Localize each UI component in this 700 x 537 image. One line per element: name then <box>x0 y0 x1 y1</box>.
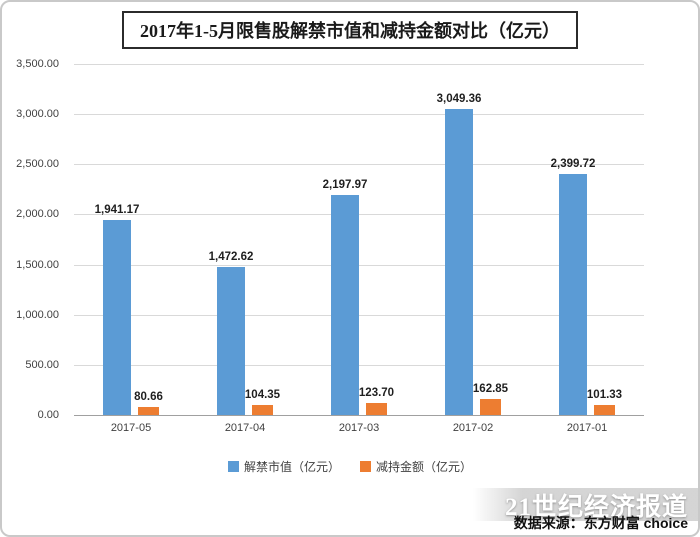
bar-group-2017-01: 2,399.72 101.33 <box>530 64 644 415</box>
x-tick-label: 2017-04 <box>224 422 266 434</box>
legend-swatch-icon <box>360 461 371 472</box>
bar-reduction-amount-2017-04 <box>252 404 273 415</box>
gridline <box>74 314 644 316</box>
bar-unlock-market-value-2017-05 <box>103 220 131 415</box>
bar-wrap: 2,399.72 <box>551 64 595 415</box>
bar-group-2017-02: 3,049.36 162.85 <box>416 64 530 415</box>
bar-reduction-amount-2017-01 <box>594 404 615 415</box>
gridline <box>74 364 644 366</box>
bar-unlock-market-value-2017-01 <box>559 174 587 415</box>
gridline <box>74 214 644 216</box>
y-tick-label: 1,000.00 <box>16 308 59 321</box>
bar-value-label: 101.33 <box>586 388 623 401</box>
bar-unlock-market-value-2017-04 <box>217 267 245 415</box>
gridline <box>74 114 644 116</box>
bar-reduction-amount-2017-03 <box>366 402 387 415</box>
y-tick-label: 3,500.00 <box>16 58 59 70</box>
x-tick-label: 2017-01 <box>566 422 608 434</box>
gridline <box>74 164 644 166</box>
x-tick-label: 2017-03 <box>338 422 380 434</box>
bar-value-label: 1,472.62 <box>208 251 254 264</box>
legend: 解禁市值（亿元） 减持金额（亿元） <box>2 458 698 475</box>
x-tick-label: 2017-05 <box>110 422 152 434</box>
legend-label: 解禁市值（亿元） <box>243 460 340 474</box>
plot-area: 1,941.17 80.66 1,472.62 104.35 2,197.97 123.7… <box>74 64 644 416</box>
data-source: 数据来源：东方财富 choice <box>513 515 688 531</box>
legend-item-unlock-market-value: 解禁市值（亿元） <box>227 458 340 475</box>
bar-wrap: 1,941.17 <box>95 64 139 415</box>
gridline <box>74 264 644 266</box>
bar-wrap: 2,197.97 <box>323 64 367 415</box>
y-tick-label: 500.00 <box>25 358 59 371</box>
bar-group-2017-04: 1,472.62 104.35 <box>188 64 302 415</box>
bar-group-2017-05: 1,941.17 80.66 <box>74 64 188 415</box>
legend-swatch-icon <box>227 461 239 472</box>
legend-item-reduction-amount: 减持金额（亿元） <box>360 458 472 475</box>
bar-groups: 1,941.17 80.66 1,472.62 104.35 2,197.97 123.7… <box>74 64 644 415</box>
bar-value-label: 104.35 <box>244 388 281 401</box>
watermark-text: 21世纪经济报道 <box>504 493 688 521</box>
bar-wrap: 80.66 <box>134 64 163 415</box>
bar-value-label: 3,049.36 <box>436 93 482 106</box>
bar-group-2017-03: 2,197.97 123.70 <box>302 64 416 415</box>
bar-value-label: 2,399.72 <box>550 158 596 171</box>
bar-value-label: 1,941.17 <box>94 204 140 217</box>
bar-wrap: 162.85 <box>473 64 508 415</box>
bar-wrap: 3,049.36 <box>437 64 481 415</box>
bar-unlock-market-value-2017-03 <box>331 194 359 415</box>
y-tick-label: 2,500.00 <box>16 158 59 171</box>
bar-wrap: 104.35 <box>245 64 280 415</box>
bar-value-label: 80.66 <box>134 390 163 403</box>
legend-label: 减持金额（亿元） <box>376 460 473 474</box>
x-tick-label: 2017-02 <box>452 422 494 434</box>
bar-value-label: 162.85 <box>472 382 509 395</box>
y-tick-label: 0.00 <box>37 409 59 421</box>
chart-title: 2017年1-5月限售股解禁市值和减持金额对比（亿元） <box>140 21 560 41</box>
bar-reduction-amount-2017-05 <box>138 406 159 415</box>
chart-title-box: 2017年1-5月限售股解禁市值和减持金额对比（亿元） <box>122 11 578 49</box>
gridline <box>74 64 644 65</box>
y-tick-label: 1,500.00 <box>16 258 59 271</box>
bar-value-label: 123.70 <box>358 386 395 399</box>
bar-wrap: 1,472.62 <box>209 64 253 415</box>
bar-unlock-market-value-2017-02 <box>445 109 473 415</box>
y-tick-label: 2,000.00 <box>16 208 59 221</box>
bar-wrap: 101.33 <box>587 64 622 415</box>
y-tick-label: 3,000.00 <box>16 108 59 121</box>
bar-value-label: 2,197.97 <box>322 178 368 191</box>
y-axis-labels: 0.00 500.00 1,000.00 1,500.00 2,000.00 2,500.… <box>2 58 66 421</box>
bar-wrap: 123.70 <box>359 64 394 415</box>
watermark-band: 21世纪经济报道 <box>473 488 698 521</box>
bar-reduction-amount-2017-02 <box>480 398 501 415</box>
x-axis-labels: 2017-05 2017-04 2017-03 2017-02 2017-01 <box>74 422 644 434</box>
